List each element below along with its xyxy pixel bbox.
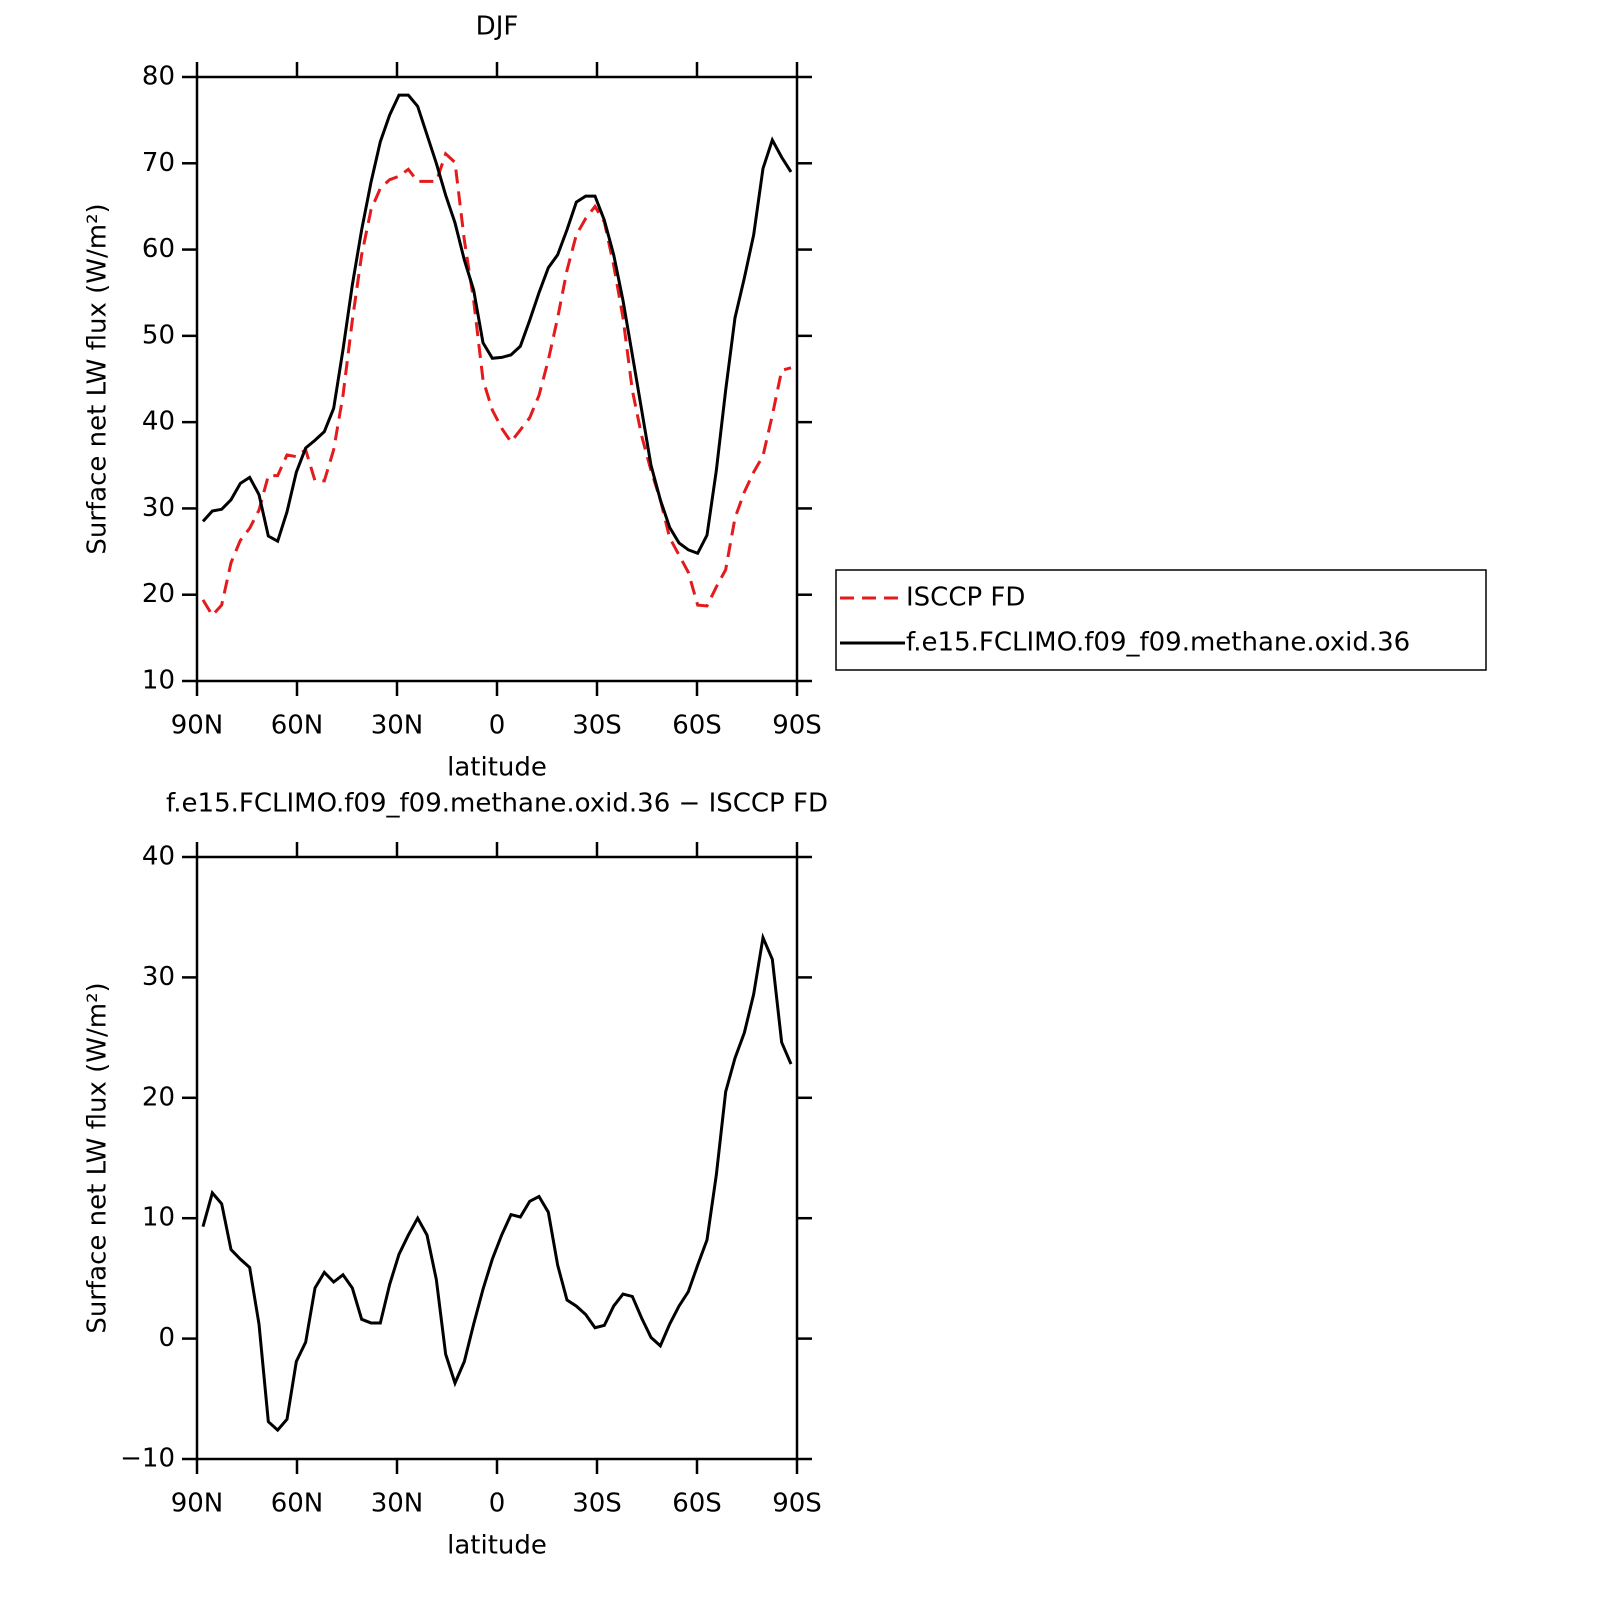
x-tick-label: 90S — [772, 711, 822, 741]
y-tick-label: 70 — [142, 148, 175, 178]
data-line — [201, 932, 793, 1433]
x-tick-label: 60S — [672, 1489, 722, 1519]
x-tick-label: 60N — [271, 711, 324, 741]
chart-title: f.e15.FCLIMO.f09_f09.methane.oxid.36 − I… — [166, 789, 828, 819]
y-tick-label: −10 — [120, 1444, 175, 1474]
x-tick-label: 0 — [489, 1489, 506, 1519]
x-axis-label: latitude — [447, 753, 547, 783]
x-tick-label: 0 — [489, 711, 506, 741]
y-tick-label: 80 — [142, 62, 175, 92]
y-axis-label: Surface net LW flux (W/m²) — [83, 203, 113, 554]
x-tick-label: 30S — [572, 1489, 622, 1519]
x-tick-label: 90N — [171, 1489, 224, 1519]
x-tick-label: 60S — [672, 711, 722, 741]
y-tick-label: 30 — [142, 493, 175, 523]
plot-frame — [195, 75, 799, 683]
legend-label: ISCCP FD — [906, 583, 1025, 613]
legend-label: f.e15.FCLIMO.f09_f09.methane.oxid.36 — [906, 628, 1410, 658]
y-tick-label: 20 — [142, 579, 175, 609]
x-tick-label: 30N — [371, 711, 424, 741]
x-tick-label: 30S — [572, 711, 622, 741]
plot-frame — [195, 855, 799, 1461]
y-tick-label: 10 — [142, 1203, 175, 1233]
x-tick-label: 30N — [371, 1489, 424, 1519]
x-tick-label: 90S — [772, 1489, 822, 1519]
legend-box — [835, 569, 1487, 671]
y-tick-label: 10 — [142, 666, 175, 696]
y-tick-label: 40 — [142, 842, 175, 872]
data-line — [201, 93, 793, 556]
x-axis-label: latitude — [447, 1531, 547, 1561]
y-tick-label: 20 — [142, 1082, 175, 1112]
y-tick-label: 60 — [142, 234, 175, 264]
y-tick-label: 0 — [158, 1323, 175, 1353]
chart-title: DJF — [476, 12, 519, 42]
y-tick-label: 50 — [142, 320, 175, 350]
x-tick-label: 90N — [171, 711, 224, 741]
y-tick-label: 30 — [142, 962, 175, 992]
x-tick-label: 60N — [271, 1489, 324, 1519]
y-tick-label: 40 — [142, 407, 175, 437]
data-line — [201, 151, 792, 618]
y-axis-label: Surface net LW flux (W/m²) — [83, 982, 113, 1333]
